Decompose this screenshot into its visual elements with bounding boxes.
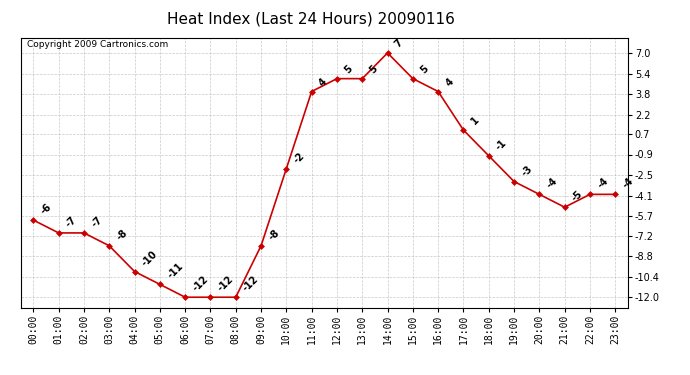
Text: -8: -8 [115,228,130,242]
Text: 4: 4 [317,76,329,88]
Text: -7: -7 [90,215,104,229]
Text: -6: -6 [39,202,54,216]
Text: 5: 5 [418,63,431,75]
Text: -1: -1 [494,138,509,152]
Text: 1: 1 [469,115,481,126]
Text: -12: -12 [241,274,261,294]
Text: -2: -2 [292,150,306,165]
Text: -4: -4 [545,176,560,191]
Text: -4: -4 [595,176,610,191]
Text: -12: -12 [190,274,210,294]
Text: -3: -3 [520,163,534,178]
Text: -7: -7 [64,215,79,229]
Text: 7: 7 [393,38,405,50]
Text: -10: -10 [140,249,159,268]
Text: 5: 5 [368,63,380,75]
Text: -5: -5 [570,189,585,204]
Text: Copyright 2009 Cartronics.com: Copyright 2009 Cartronics.com [27,40,168,49]
Text: -4: -4 [621,176,635,191]
Text: -12: -12 [216,274,235,294]
Text: Heat Index (Last 24 Hours) 20090116: Heat Index (Last 24 Hours) 20090116 [166,11,455,26]
Text: 4: 4 [444,76,455,88]
Text: 5: 5 [342,63,355,75]
Text: -8: -8 [266,228,282,242]
Text: -11: -11 [166,261,185,281]
